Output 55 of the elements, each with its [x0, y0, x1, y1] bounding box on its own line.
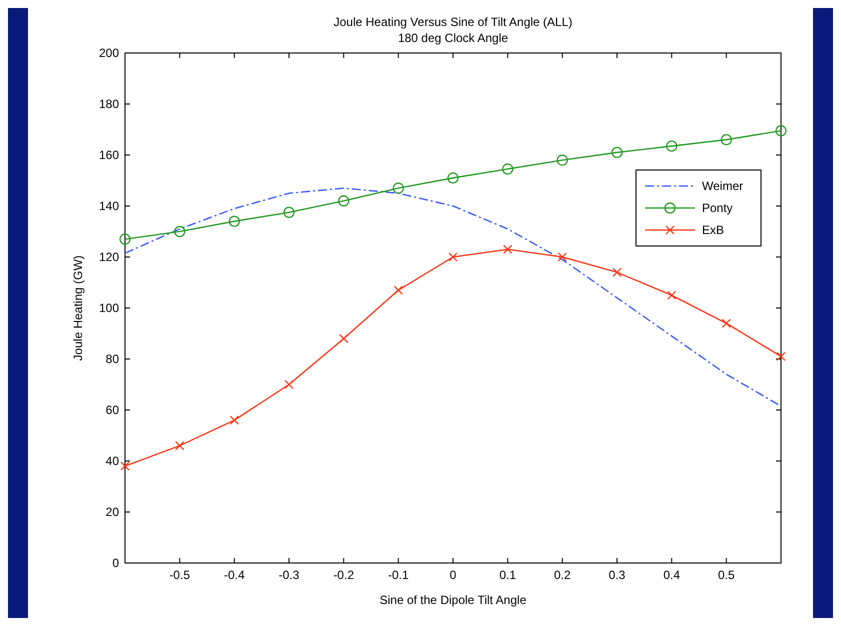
point: [119, 234, 131, 245]
x-tick-label: -0.2: [333, 568, 354, 582]
y-tick-label: 120: [98, 250, 120, 264]
point: [556, 154, 568, 166]
point: [174, 226, 186, 238]
point: [228, 216, 240, 227]
point: [175, 441, 184, 450]
x-tick-label: 0.1: [499, 568, 516, 582]
x-tick-label: -0.3: [278, 568, 300, 582]
point: [775, 125, 787, 136]
x-tick-label: 0: [450, 568, 457, 582]
point: [392, 182, 404, 194]
point: [722, 318, 731, 328]
point: [503, 244, 512, 254]
x-tick-label: 0.5: [718, 568, 735, 582]
point: [120, 462, 130, 471]
x-tick-label: 0.3: [608, 568, 626, 582]
chart-subtitle: 180 deg Clock Angle: [398, 31, 508, 45]
y-tick-label: 160: [98, 148, 120, 162]
legend-label: Ponty: [702, 201, 733, 215]
point: [338, 195, 350, 206]
x-tick-label: -0.1: [388, 568, 409, 582]
y-tick-label: 200: [98, 46, 120, 60]
x-axis-title: Sine of the Dipole Tilt Angle: [380, 593, 527, 607]
point: [283, 206, 295, 218]
y-tick-label: 40: [106, 454, 120, 468]
y-tick-label: 140: [98, 199, 120, 213]
point: [394, 286, 403, 295]
y-tick-label: 20: [106, 505, 120, 519]
x-tick-label: -0.5: [169, 568, 190, 582]
y-tick-label: 100: [98, 301, 120, 315]
point: [667, 290, 676, 300]
point: [720, 134, 732, 146]
point: [339, 334, 348, 344]
point: [447, 172, 459, 184]
chart-title: Joule Heating Versus Sine of Tilt Angle (ALL): [334, 15, 572, 29]
point: [666, 140, 678, 152]
point: [558, 252, 567, 262]
point: [611, 146, 623, 158]
point: [612, 268, 622, 277]
y-tick-label: 180: [98, 97, 120, 111]
y-tick-label: 60: [106, 403, 120, 417]
point: [284, 380, 294, 390]
point: [776, 352, 786, 362]
legend-label: ExB: [702, 223, 724, 237]
point: [448, 252, 458, 262]
y-axis-title: Joule Heating (GW): [71, 255, 85, 361]
x-tick-label: 0.2: [554, 568, 571, 582]
y-tick-label: 0: [112, 556, 120, 570]
y-tick-label: 80: [106, 352, 120, 366]
legend-label: Weimer: [702, 179, 744, 193]
x-tick-label: 0.4: [663, 568, 680, 582]
point: [502, 163, 514, 175]
point: [230, 416, 239, 425]
x-tick-label: -0.4: [224, 568, 245, 582]
